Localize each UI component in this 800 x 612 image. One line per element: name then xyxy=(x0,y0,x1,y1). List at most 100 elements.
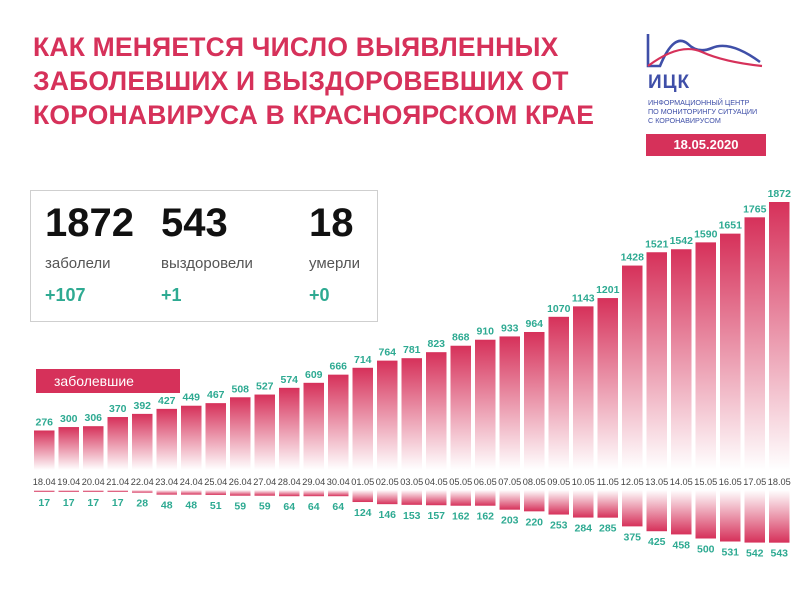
recovered-bar xyxy=(450,490,471,506)
logo-wave-icon xyxy=(646,34,763,68)
cases-bar xyxy=(573,306,594,470)
cases-bar xyxy=(548,316,569,470)
cases-value-label: 306 xyxy=(84,412,102,424)
date-tick-label: 16.05 xyxy=(719,477,742,487)
recovered-bar xyxy=(426,490,447,506)
cases-bar xyxy=(83,426,104,470)
date-tick-label: 10.05 xyxy=(572,477,595,487)
recovered-bar xyxy=(181,490,202,495)
cases-value-label: 527 xyxy=(256,381,274,393)
recovered-bar xyxy=(377,490,398,505)
cases-bar xyxy=(181,405,202,470)
cases-labels: 276 300 306 370 392 427 449 467 508 527 574 609 666 7… xyxy=(35,188,791,428)
cases-bar xyxy=(475,339,496,470)
cases-value-label: 300 xyxy=(60,413,78,425)
cases-bar xyxy=(205,403,226,470)
cases-value-label: 449 xyxy=(182,392,200,404)
title-line-1: КАК МЕНЯЕТСЯ ЧИСЛО ВЫЯВЛЕННЫХ xyxy=(33,32,559,62)
date-tick-label: 18.04 xyxy=(33,477,56,487)
recovered-value-label: 425 xyxy=(648,536,666,548)
date-tick-label: 18.05 xyxy=(768,477,791,487)
cases-bar xyxy=(254,394,275,470)
recovered-value-label: 153 xyxy=(403,510,421,522)
cases-value-label: 370 xyxy=(109,403,127,415)
recovered-value-label: 220 xyxy=(525,516,543,528)
cases-bar xyxy=(352,367,373,470)
cases-bar xyxy=(450,345,471,470)
recovered-value-label: 51 xyxy=(210,500,222,512)
recovered-bar xyxy=(695,490,716,539)
recovered-bar xyxy=(254,490,275,496)
recovered-value-label: 17 xyxy=(87,497,99,509)
recovered-value-label: 542 xyxy=(746,548,764,560)
cases-bar xyxy=(597,298,618,470)
page-title: КАК МЕНЯЕТСЯ ЧИСЛО ВЫЯВЛЕННЫХ ЗАБОЛЕВШИХ… xyxy=(33,30,594,132)
recovered-value-label: 48 xyxy=(185,500,197,512)
recovered-bar xyxy=(230,490,251,496)
recovered-value-label: 157 xyxy=(427,510,445,522)
recovered-labels: 17 17 17 17 28 48 48 51 59 59 64 64 64 124 146 153 157 16… xyxy=(38,497,788,560)
date-tick-label: 03.05 xyxy=(400,477,423,487)
date-tick-label: 04.05 xyxy=(425,477,448,487)
stat-cases-label: заболели xyxy=(45,255,111,272)
date-tick-label: 05.05 xyxy=(449,477,472,487)
recovered-value-label: 162 xyxy=(476,511,494,523)
date-tick-label: 01.05 xyxy=(351,477,374,487)
cases-bar xyxy=(646,252,667,470)
date-tick-label: 02.05 xyxy=(376,477,399,487)
cases-bar xyxy=(769,202,790,470)
recovered-bar xyxy=(328,490,349,497)
cases-value-label: 392 xyxy=(133,400,151,412)
recovered-value-label: 162 xyxy=(452,511,470,523)
cases-value-label: 574 xyxy=(280,374,298,386)
date-tick-label: 29.04 xyxy=(302,477,325,487)
recovered-value-label: 284 xyxy=(574,523,592,535)
recovered-bar xyxy=(279,490,300,497)
cases-value-label: 276 xyxy=(35,416,53,428)
date-tick-label: 13.05 xyxy=(645,477,668,487)
logo-subtitle-line-1: ИНФОРМАЦИОННЫЙ ЦЕНТР xyxy=(648,98,750,107)
recovered-bar xyxy=(83,490,104,492)
date-tick-label: 24.04 xyxy=(180,477,203,487)
title-line-2: ЗАБОЛЕВШИХ И ВЫЗДОРОВЕВШИХ ОТ xyxy=(33,66,569,96)
logo-subtitle: ИНФОРМАЦИОННЫЙ ЦЕНТР ПО МОНИТОРИНГУ СИТУ… xyxy=(648,98,778,125)
recovered-value-label: 59 xyxy=(234,501,246,513)
cases-value-label: 781 xyxy=(403,344,421,356)
recovered-bar xyxy=(671,490,692,535)
stat-cases-value: 1872 xyxy=(45,201,134,245)
recovered-value-label: 543 xyxy=(770,548,788,560)
cases-bar xyxy=(230,397,251,470)
date-tick-label: 09.05 xyxy=(547,477,570,487)
date-badge: 18.05.2020 xyxy=(646,134,766,156)
cases-bar xyxy=(524,331,545,470)
date-tick-label: 20.04 xyxy=(82,477,105,487)
recovered-value-label: 48 xyxy=(161,500,173,512)
recovered-bar xyxy=(769,490,790,543)
recovered-bar xyxy=(34,490,55,492)
recovered-bar xyxy=(499,490,520,510)
stat-deaths-label: умерли xyxy=(309,255,360,272)
cases-value-label: 666 xyxy=(329,361,347,373)
cases-bar xyxy=(132,413,153,470)
recovered-value-label: 124 xyxy=(354,507,372,519)
recovered-bar xyxy=(132,490,153,493)
recovered-value-label: 17 xyxy=(38,497,50,509)
stat-recovered-value: 543 xyxy=(161,201,228,245)
recovered-bar xyxy=(303,490,324,497)
cases-bar xyxy=(744,217,765,470)
cases-value-label: 1651 xyxy=(719,220,743,232)
date-tick-label: 15.05 xyxy=(694,477,717,487)
cases-value-label: 964 xyxy=(525,318,543,330)
cases-bar xyxy=(377,360,398,470)
cases-value-label: 1542 xyxy=(670,235,694,247)
cases-value-label: 1143 xyxy=(572,292,595,304)
cases-bar xyxy=(499,336,520,470)
recovered-bar xyxy=(573,490,594,518)
recovered-bar xyxy=(744,490,765,543)
recovered-bar xyxy=(205,490,226,495)
recovered-bar xyxy=(597,490,618,518)
stat-deaths-delta: +0 xyxy=(309,285,330,305)
recovered-value-label: 64 xyxy=(332,501,344,513)
recovered-value-label: 375 xyxy=(623,531,641,543)
